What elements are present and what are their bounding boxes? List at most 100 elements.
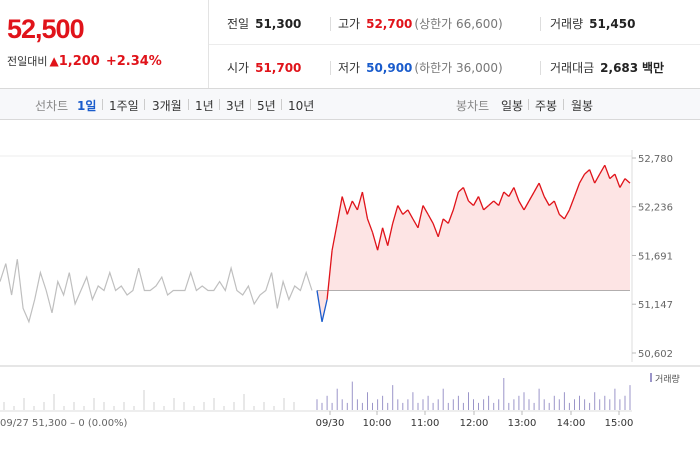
volume-cell: 거래량 51,450 xyxy=(550,15,635,32)
price-segment xyxy=(543,196,550,206)
lower-limit: (하한가 36,000) xyxy=(414,61,503,75)
prev-close-cell: 전일 51,300 xyxy=(227,15,301,32)
price-segment xyxy=(437,218,444,237)
tab-weekly-candle[interactable]: 주봉 xyxy=(535,99,558,113)
price-area-fill xyxy=(317,165,630,322)
line-chart-label: 선차트 xyxy=(35,99,69,113)
price-segment xyxy=(452,191,460,211)
prev-day-note: 09/27 51,300 – 0 (0.00%) xyxy=(0,418,128,429)
price-segment xyxy=(442,218,449,224)
price-segment xyxy=(316,290,323,322)
y-tick-label: 51,147 xyxy=(638,300,673,311)
x-tick-label: 09/30 xyxy=(316,418,345,429)
tab-3-months[interactable]: 3개월 xyxy=(152,99,182,113)
price-segment xyxy=(356,191,364,211)
amount-label: 거래대금 xyxy=(550,61,595,75)
volume-label: 거래량 xyxy=(550,17,584,31)
volume-value: 51,450 xyxy=(589,17,636,31)
tab-5-years[interactable]: 5년 xyxy=(257,99,276,113)
prev-close-value: 51,300 xyxy=(255,17,302,31)
price-segment xyxy=(447,209,454,224)
current-price: 52,500 xyxy=(7,14,85,44)
y-tick-label: 50,602 xyxy=(638,349,673,360)
candle-chart-label: 봉차트 xyxy=(456,99,490,113)
price-segment xyxy=(407,209,414,220)
price-segment xyxy=(387,223,394,246)
price-segment xyxy=(477,196,485,211)
price-segment xyxy=(588,169,596,184)
price-segment xyxy=(573,182,581,197)
price-segment xyxy=(563,209,570,220)
low-value: 50,900 xyxy=(366,61,413,75)
price-segment xyxy=(503,191,510,197)
price-segment xyxy=(614,173,621,188)
price-segment xyxy=(498,191,505,206)
price-segment xyxy=(584,169,591,175)
tab-1-day[interactable]: 1일 xyxy=(77,99,97,113)
tab-monthly-candle[interactable]: 월봉 xyxy=(571,99,594,113)
price-segment xyxy=(528,191,535,202)
price-segment xyxy=(422,205,429,215)
price-segment xyxy=(381,227,389,246)
high-value: 52,700 xyxy=(366,17,413,31)
change-percent: +2.34% xyxy=(105,54,162,69)
y-tick-label: 51,691 xyxy=(638,252,673,263)
price-segment xyxy=(578,173,586,184)
open-label: 시가 xyxy=(227,61,250,75)
x-tick-label: 13:00 xyxy=(508,418,537,429)
price-segment xyxy=(568,196,576,211)
prev-day-line xyxy=(0,259,313,324)
change-value: 1,200 xyxy=(58,54,100,69)
price-segment xyxy=(609,173,616,180)
price-segment xyxy=(361,191,369,220)
tab-3-years[interactable]: 3년 xyxy=(226,99,245,113)
amount-cell: 거래대금 2,683 백만 xyxy=(550,59,664,76)
y-tick-label: 52,236 xyxy=(638,203,673,214)
up-arrow-icon: ▲ xyxy=(49,54,59,68)
price-segment xyxy=(472,196,480,206)
price-segment xyxy=(468,200,474,206)
upper-limit: (상한가 66,600) xyxy=(414,17,503,31)
price-segment xyxy=(553,200,560,215)
price-segment xyxy=(548,200,555,206)
price-segment xyxy=(513,187,520,202)
price-segment xyxy=(594,173,601,184)
x-tick-label: 10:00 xyxy=(363,418,392,429)
x-tick-label: 12:00 xyxy=(460,418,489,429)
price-segment xyxy=(417,205,424,228)
price-segment xyxy=(376,227,384,251)
price-segment xyxy=(538,182,545,197)
tab-10-years[interactable]: 10년 xyxy=(288,99,315,113)
tab-daily-candle[interactable]: 일봉 xyxy=(501,99,524,113)
y-tick-label: 52,780 xyxy=(638,154,673,165)
intraday-price-chart: 52,780 52,236 51,691 51,147 50,602 09/30 10:0… xyxy=(0,150,700,429)
price-segment xyxy=(366,218,374,233)
tab-1-week[interactable]: 1주일 xyxy=(109,99,139,113)
high-label: 고가 xyxy=(338,17,361,31)
price-segment xyxy=(336,196,343,224)
price-segment xyxy=(397,205,404,215)
low-label: 저가 xyxy=(338,61,361,75)
amount-unit: 백만 xyxy=(641,61,665,75)
price-summary: 52,500 전일대비 ▲1,200 +2.34% 전일 51,300 시가 51,70… xyxy=(0,0,700,89)
tab-1-year[interactable]: 1년 xyxy=(195,99,214,113)
price-segment xyxy=(533,182,540,193)
price-segment xyxy=(619,178,626,188)
price-segment xyxy=(331,223,338,251)
price-segment xyxy=(432,223,439,238)
price-segment xyxy=(523,200,530,211)
price-segment xyxy=(599,164,606,175)
price-segment xyxy=(508,187,515,197)
price-segment xyxy=(346,200,353,215)
price-segment xyxy=(624,178,631,184)
current-price-box: 52,500 전일대비 ▲1,200 +2.34% xyxy=(0,0,209,88)
chart-period-tabs: 선차트 1일 1주일 3개월 1년 3년 5년 10년 봉차트 일봉 주봉 월봉 xyxy=(0,89,700,120)
price-segment xyxy=(427,214,434,224)
x-tick-label: 14:00 xyxy=(557,418,586,429)
low-cell: 저가 50,900 (하한가 36,000) xyxy=(338,59,503,76)
price-segment xyxy=(462,187,470,202)
price-segment xyxy=(558,213,565,220)
price-segment xyxy=(488,200,495,206)
x-tick-label: 15:00 xyxy=(605,418,634,429)
price-segment xyxy=(493,200,500,206)
